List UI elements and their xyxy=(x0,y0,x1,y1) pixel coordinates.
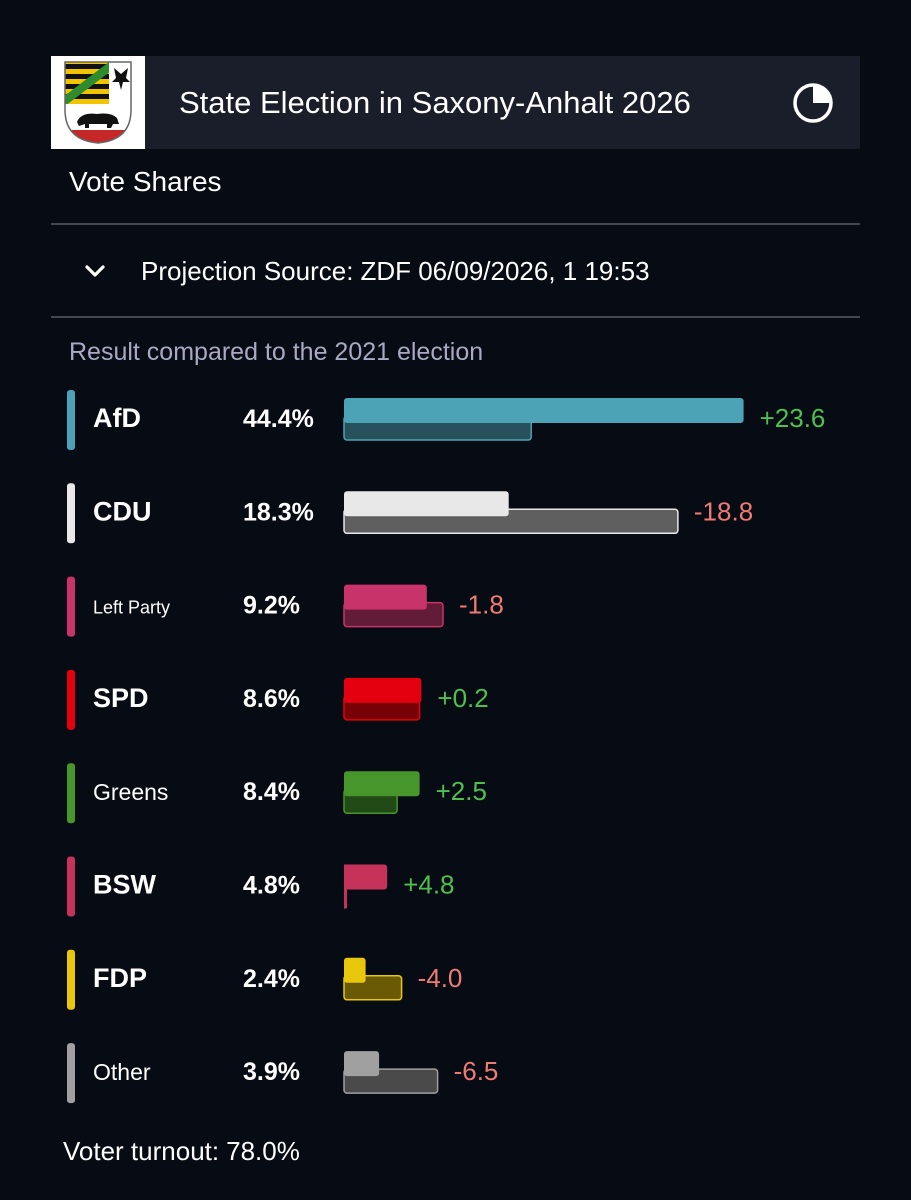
vote-share-label-greens: 8.4% xyxy=(243,778,300,806)
vote-share-label-left-party: 9.2% xyxy=(243,592,300,620)
change-label-left-party: -1.8 xyxy=(459,590,504,620)
header-bar: State Election in Saxony-Anhalt 2026 xyxy=(51,56,860,149)
vote-share-chart: AfD 44.4% +23.6 CDU 18.3% -18.8 Left Party 9.2%… xyxy=(67,390,826,1104)
change-label-spd: +0.2 xyxy=(437,683,488,713)
voter-turnout: Voter turnout: 78.0% xyxy=(63,1136,300,1167)
party-name-spd: SPD xyxy=(93,683,149,713)
pie-clock-icon[interactable] xyxy=(791,81,835,125)
page-title: State Election in Saxony-Anhalt 2026 xyxy=(179,85,691,120)
bar-current-fdp xyxy=(344,957,366,983)
saxony-anhalt-crest-icon xyxy=(64,61,132,144)
projection-source-toggle[interactable]: Projection Source: ZDF 06/09/2026, 1 19:5… xyxy=(51,226,860,316)
bar-current-afd xyxy=(344,398,744,423)
bar-current-cdu xyxy=(344,491,509,517)
divider-bottom xyxy=(51,316,860,318)
section-title: Vote Shares xyxy=(69,166,222,197)
party-marker-left-party xyxy=(67,576,75,637)
vote-share-label-bsw: 4.8% xyxy=(243,872,300,900)
party-name-afd: AfD xyxy=(93,403,141,433)
change-label-fdp: -4.0 xyxy=(418,963,463,993)
vote-share-label-other: 3.9% xyxy=(243,1058,300,1086)
change-label-cdu: -18.8 xyxy=(694,496,753,526)
bar-current-other xyxy=(344,1051,380,1077)
party-name-fdp: FDP xyxy=(93,963,147,993)
vote-share-label-spd: 8.6% xyxy=(243,685,300,713)
change-label-greens: +2.5 xyxy=(436,776,487,806)
bar-current-left-party xyxy=(344,584,427,610)
vote-share-label-cdu: 18.3% xyxy=(243,498,314,526)
projection-source-value: ZDF 06/09/2026, 1 19:53 xyxy=(360,256,650,286)
party-marker-spd xyxy=(67,669,75,730)
voter-turnout-label: Voter turnout: xyxy=(63,1136,220,1166)
party-name-bsw: BSW xyxy=(93,870,157,900)
party-name-other: Other xyxy=(93,1059,151,1085)
change-label-afd: +23.6 xyxy=(760,403,826,433)
voter-turnout-value: 78.0% xyxy=(226,1136,300,1166)
bar-current-bsw xyxy=(344,864,388,890)
change-label-other: -6.5 xyxy=(454,1056,499,1086)
party-marker-greens xyxy=(67,763,75,824)
bar-current-greens xyxy=(344,771,420,797)
bar-stem-bsw xyxy=(344,864,347,909)
party-marker-afd xyxy=(67,390,75,450)
party-marker-fdp xyxy=(67,949,75,1010)
divider-top xyxy=(51,223,860,225)
vote-share-label-afd: 44.4% xyxy=(243,405,314,433)
party-name-cdu: CDU xyxy=(93,496,152,526)
projection-source-label: Projection Source: xyxy=(141,256,354,286)
party-marker-other xyxy=(67,1043,75,1104)
change-label-bsw: +4.8 xyxy=(403,870,454,900)
party-name-left-party: Left Party xyxy=(93,598,170,618)
party-marker-cdu xyxy=(67,483,75,544)
chevron-down-icon[interactable] xyxy=(83,259,107,283)
projection-source-text: Projection Source: ZDF 06/09/2026, 1 19:5… xyxy=(141,226,650,316)
party-name-greens: Greens xyxy=(93,779,168,805)
bar-current-spd xyxy=(344,677,422,703)
party-marker-bsw xyxy=(67,856,75,917)
crest-container xyxy=(51,56,145,149)
comparison-label: Result compared to the 2021 election xyxy=(69,338,484,366)
vote-share-label-fdp: 2.4% xyxy=(243,965,300,993)
